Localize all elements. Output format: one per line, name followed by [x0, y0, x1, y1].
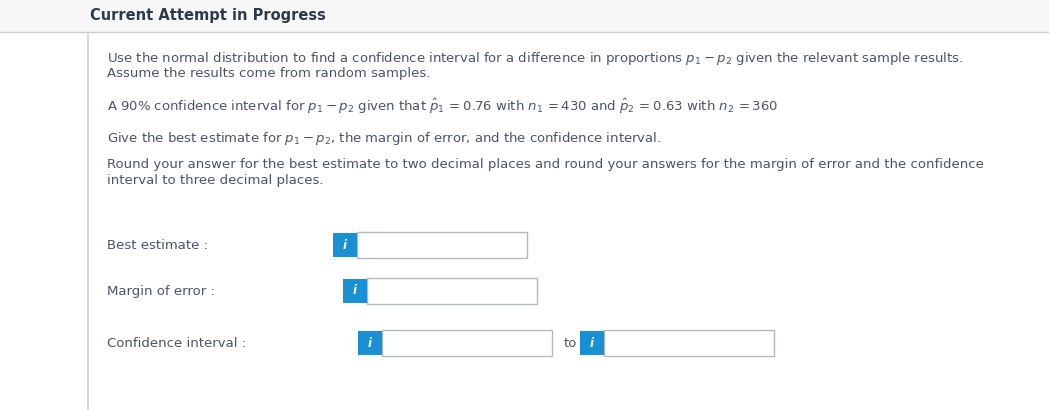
Text: Round your answer for the best estimate to two decimal places and round your ans: Round your answer for the best estimate …: [107, 158, 984, 171]
Bar: [357, 232, 527, 258]
Text: Use the normal distribution to find a confidence interval for a difference in pr: Use the normal distribution to find a co…: [107, 50, 963, 67]
Text: Give the best estimate for $p_1 - p_2$, the margin of error, and the confidence : Give the best estimate for $p_1 - p_2$, …: [107, 130, 661, 147]
Text: i: i: [590, 337, 594, 349]
Text: interval to three decimal places.: interval to three decimal places.: [107, 174, 323, 187]
Text: i: i: [343, 238, 347, 252]
Bar: [0, 0, 1049, 32]
Text: Assume the results come from random samples.: Assume the results come from random samp…: [107, 67, 430, 80]
Text: Best estimate :: Best estimate :: [107, 238, 208, 252]
Bar: [580, 331, 604, 355]
Text: to: to: [564, 337, 577, 349]
Bar: [343, 279, 367, 303]
Bar: [604, 330, 774, 356]
Text: i: i: [354, 284, 357, 298]
Bar: [367, 278, 537, 304]
Text: A 90% confidence interval for $p_1 - p_2$ given that $\hat{p}_1\, = 0.76$ with $: A 90% confidence interval for $p_1 - p_2…: [107, 97, 778, 116]
Bar: [333, 233, 357, 257]
Bar: [358, 331, 382, 355]
Bar: [382, 330, 552, 356]
Text: i: i: [368, 337, 372, 349]
Text: Current Attempt in Progress: Current Attempt in Progress: [90, 9, 326, 23]
Text: Margin of error :: Margin of error :: [107, 284, 215, 298]
Text: Confidence interval :: Confidence interval :: [107, 337, 247, 349]
